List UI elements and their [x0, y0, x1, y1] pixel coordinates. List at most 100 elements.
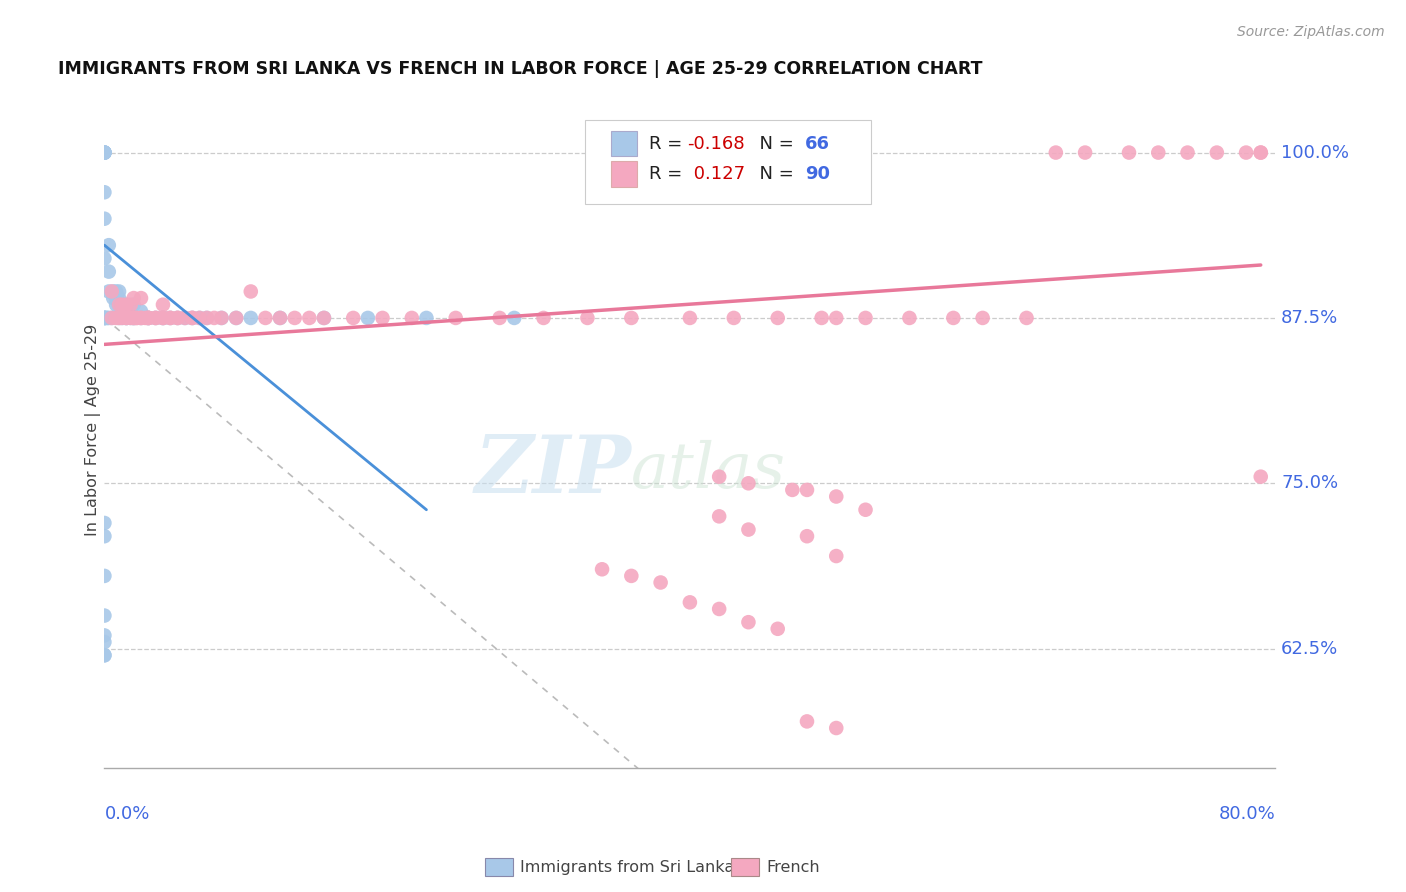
Point	[707, 509, 730, 524]
Point	[298, 310, 321, 325]
Point	[152, 310, 174, 325]
Point	[108, 291, 131, 305]
Point	[93, 186, 115, 200]
Point	[312, 310, 335, 325]
Point	[93, 310, 115, 325]
Point	[93, 648, 115, 663]
Point	[401, 310, 423, 325]
Point	[93, 648, 115, 663]
Point	[93, 145, 115, 160]
Point	[159, 310, 181, 325]
Point	[225, 310, 247, 325]
Point	[1015, 310, 1038, 325]
Text: 66: 66	[804, 135, 830, 153]
Point	[93, 310, 115, 325]
Text: Source: ZipAtlas.com: Source: ZipAtlas.com	[1237, 25, 1385, 39]
Text: IMMIGRANTS FROM SRI LANKA VS FRENCH IN LABOR FORCE | AGE 25-29 CORRELATION CHART: IMMIGRANTS FROM SRI LANKA VS FRENCH IN L…	[58, 60, 981, 78]
Point	[371, 310, 394, 325]
Point	[679, 595, 702, 609]
Point	[188, 310, 211, 325]
Text: -0.168: -0.168	[688, 135, 745, 153]
Point	[93, 145, 115, 160]
Point	[120, 298, 142, 312]
Point	[737, 523, 759, 537]
Point	[93, 608, 115, 623]
Text: 87.5%: 87.5%	[1281, 309, 1339, 327]
Point	[825, 490, 848, 504]
Point	[181, 310, 204, 325]
Point	[97, 265, 120, 279]
Point	[174, 310, 197, 325]
Point	[650, 575, 672, 590]
Point	[195, 310, 218, 325]
Point	[93, 252, 115, 266]
Text: 80.0%: 80.0%	[1219, 805, 1275, 822]
Point	[1234, 145, 1257, 160]
Point	[269, 310, 291, 325]
Point	[782, 483, 804, 497]
Point	[97, 310, 120, 325]
Point	[312, 310, 335, 325]
Point	[111, 298, 134, 312]
Point	[284, 310, 307, 325]
Point	[115, 310, 138, 325]
Point	[115, 298, 138, 312]
Point	[225, 310, 247, 325]
Point	[108, 298, 131, 312]
Point	[122, 310, 145, 325]
FancyBboxPatch shape	[585, 120, 872, 204]
Text: R =: R =	[650, 135, 688, 153]
Text: ZIP: ZIP	[474, 432, 631, 509]
Point	[707, 602, 730, 616]
Point	[825, 549, 848, 563]
Y-axis label: In Labor Force | Age 25-29: In Labor Force | Age 25-29	[86, 325, 101, 536]
Point	[737, 476, 759, 491]
Point	[122, 310, 145, 325]
Point	[105, 291, 128, 305]
Point	[174, 310, 197, 325]
Point	[972, 310, 994, 325]
Point	[503, 310, 526, 325]
Point	[576, 310, 599, 325]
Point	[122, 310, 145, 325]
Point	[855, 310, 877, 325]
Point	[115, 310, 138, 325]
Point	[1205, 145, 1227, 160]
Point	[93, 516, 115, 530]
Point	[129, 310, 152, 325]
Point	[129, 304, 152, 318]
Point	[342, 310, 364, 325]
Point	[254, 310, 277, 325]
Point	[97, 238, 120, 252]
Text: French: French	[766, 860, 820, 874]
Point	[93, 310, 115, 325]
Point	[93, 211, 115, 226]
Point	[898, 310, 921, 325]
Point	[737, 615, 759, 630]
Point	[1118, 145, 1140, 160]
Point	[591, 562, 613, 576]
Point	[707, 469, 730, 483]
Point	[825, 310, 848, 325]
Point	[93, 569, 115, 583]
Point	[103, 285, 125, 299]
Point	[136, 310, 159, 325]
Point	[181, 310, 204, 325]
Point	[415, 310, 437, 325]
Text: 75.0%: 75.0%	[1281, 475, 1339, 492]
Point	[357, 310, 380, 325]
Text: N =: N =	[748, 135, 800, 153]
Point	[93, 628, 115, 642]
Point	[100, 285, 122, 299]
FancyBboxPatch shape	[612, 161, 637, 186]
Point	[108, 298, 131, 312]
Point	[111, 310, 134, 325]
Point	[679, 310, 702, 325]
Point	[620, 310, 643, 325]
Point	[93, 635, 115, 649]
Text: 90: 90	[804, 165, 830, 183]
Text: N =: N =	[748, 165, 800, 183]
Point	[122, 298, 145, 312]
Point	[111, 298, 134, 312]
Point	[239, 285, 262, 299]
